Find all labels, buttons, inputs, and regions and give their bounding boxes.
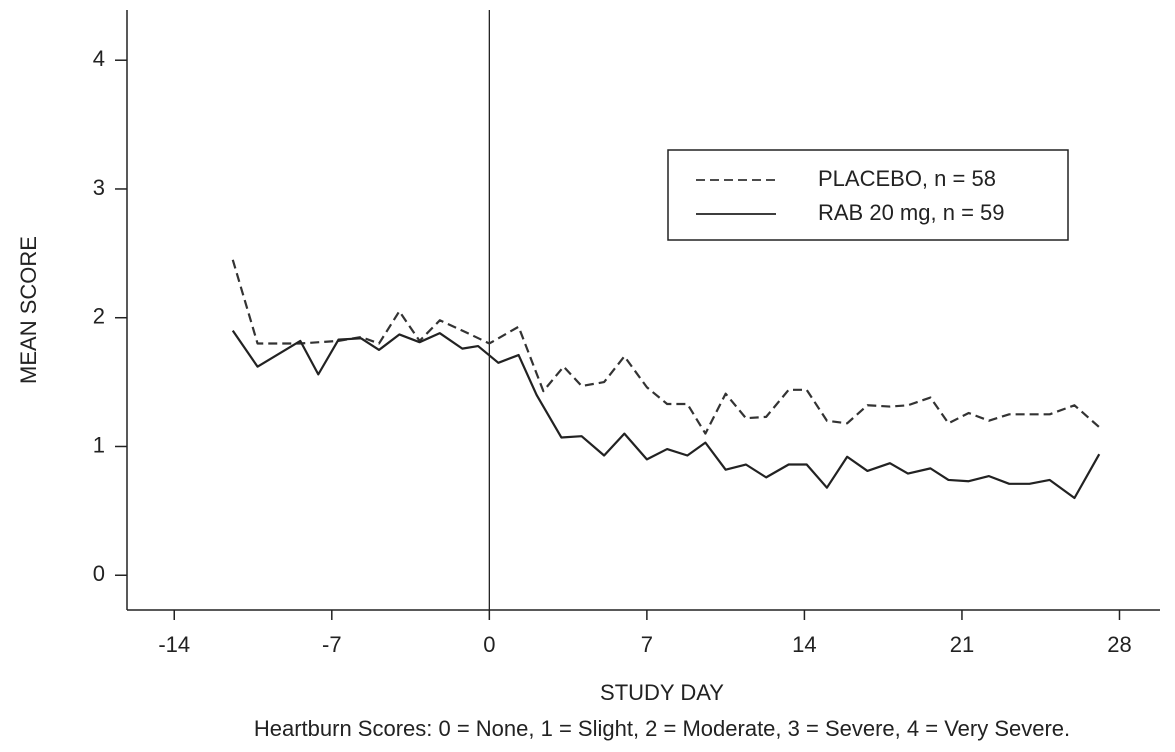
- x-tick-label: 21: [950, 632, 974, 657]
- y-tick-label: 0: [93, 561, 105, 586]
- x-tick-label: 28: [1107, 632, 1131, 657]
- legend-label: PLACEBO, n = 58: [818, 166, 996, 191]
- y-tick-label: 4: [93, 46, 105, 71]
- x-tick-label: 14: [792, 632, 816, 657]
- legend-label: RAB 20 mg, n = 59: [818, 200, 1005, 225]
- x-axis-label: STUDY DAY: [600, 680, 724, 705]
- x-tick-label: -14: [158, 632, 190, 657]
- x-tick-label: 0: [483, 632, 495, 657]
- note: Heartburn Scores: 0 = None, 1 = Slight, …: [254, 716, 1070, 741]
- x-tick-label: 7: [641, 632, 653, 657]
- y-tick-label: 1: [93, 432, 105, 457]
- y-tick-label: 2: [93, 304, 105, 329]
- y-tick-label: 3: [93, 175, 105, 200]
- y-axis-label: MEAN SCORE: [16, 236, 41, 384]
- data-line: [231, 259, 1100, 435]
- legend-box: [667, 149, 1069, 241]
- data-line: [231, 329, 1101, 500]
- x-tick-label: -7: [322, 632, 342, 657]
